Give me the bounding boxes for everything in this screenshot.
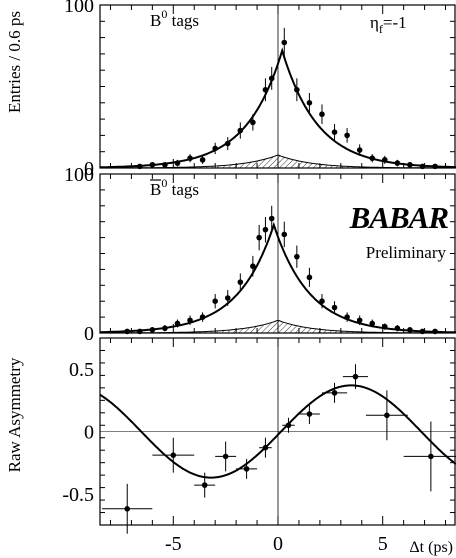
data-point <box>281 39 288 46</box>
x-tick-label: -5 <box>165 533 182 555</box>
y-tick-label: 100 <box>64 0 94 17</box>
x-tick-label: 5 <box>378 533 388 555</box>
background-component <box>99 154 456 169</box>
data-point <box>306 411 313 417</box>
data-point <box>319 111 325 118</box>
data-point <box>136 328 143 335</box>
middle-panel: 0 100 <box>64 164 456 345</box>
data-point <box>199 314 206 320</box>
data-point <box>149 327 156 333</box>
data-point <box>212 145 218 152</box>
data-point <box>224 140 231 147</box>
data-point <box>384 412 390 419</box>
data-point <box>394 325 401 332</box>
data-point <box>356 317 363 324</box>
data-point <box>344 132 350 139</box>
data-point <box>250 119 256 126</box>
data-point <box>237 127 244 134</box>
data-point <box>407 327 413 333</box>
fit-curve <box>99 384 456 479</box>
data-point <box>369 155 376 162</box>
data-point <box>162 161 168 168</box>
data-point <box>262 226 269 233</box>
data-point <box>428 453 434 460</box>
data-point <box>243 466 250 472</box>
data-point <box>237 279 244 285</box>
middle-panel-label: B0 tags <box>150 176 199 199</box>
y-tick-label: 0 <box>84 422 94 444</box>
data-point <box>419 163 426 170</box>
data-point <box>149 161 156 168</box>
data-point <box>352 373 359 380</box>
data-point <box>281 231 288 238</box>
top-y-axis-label: Entries / 0.6 ps <box>5 11 24 113</box>
data-point <box>285 422 292 429</box>
y-tick-label: 0 <box>84 323 94 345</box>
y-tick-label: -0.5 <box>62 484 94 506</box>
data-point <box>382 157 388 163</box>
data-point <box>199 157 206 163</box>
data-point <box>294 86 300 93</box>
data-point <box>268 215 275 222</box>
data-point <box>356 147 363 153</box>
data-point <box>432 328 438 335</box>
background-component <box>99 319 456 334</box>
data-point <box>369 320 376 327</box>
data-point <box>174 160 181 166</box>
data-point <box>262 86 269 93</box>
data-point <box>331 304 338 311</box>
bottom-y-axis-label: Raw Asymmetry <box>5 357 24 472</box>
data-point <box>250 263 256 270</box>
data-point <box>187 317 193 324</box>
data-point <box>331 129 338 135</box>
data-point <box>222 453 229 460</box>
data-point <box>187 155 193 162</box>
data-point <box>306 100 313 106</box>
top-panel-label: B0 tags <box>150 7 199 30</box>
y-tick-label: 100 <box>64 164 94 186</box>
top-panel: 0 100 <box>64 0 456 180</box>
data-point <box>344 314 350 320</box>
data-point <box>268 75 275 82</box>
data-point <box>394 160 401 166</box>
y-tick-label: 0 <box>84 158 94 180</box>
data-point <box>331 390 338 396</box>
data-point <box>212 298 218 305</box>
data-point <box>124 328 131 335</box>
x-tick-label: 0 <box>273 533 283 555</box>
data-point <box>262 444 269 451</box>
data-point <box>162 325 168 332</box>
data-point <box>256 234 262 241</box>
bottom-panel: 0.5 0 -0.5 -5 0 5 <box>62 337 456 555</box>
preliminary-label: Preliminary <box>366 243 447 262</box>
data-point <box>174 320 181 327</box>
data-point <box>382 323 388 330</box>
data-point <box>224 295 231 301</box>
data-point <box>294 253 300 260</box>
data-point <box>170 452 177 458</box>
x-axis-label: Δt (ps) <box>409 539 453 556</box>
data-point <box>319 298 325 305</box>
y-tick-label: 0.5 <box>69 359 94 381</box>
data-point <box>136 163 143 170</box>
data-point <box>432 163 438 170</box>
data-point <box>201 482 208 488</box>
data-point <box>419 328 426 335</box>
data-point <box>407 161 413 168</box>
babar-logo: BABAR <box>349 200 449 235</box>
eta-f-label: ηf=-1 <box>370 13 407 36</box>
data-point <box>124 505 131 512</box>
data-point <box>306 274 313 281</box>
